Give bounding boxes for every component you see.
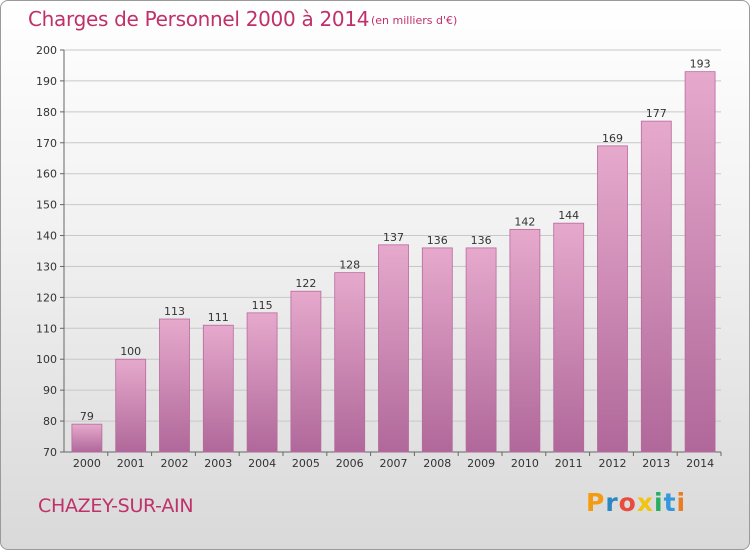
x-tick-label-2003: 2003: [204, 457, 232, 470]
y-tick-label: 90: [43, 384, 57, 397]
bar-2000: [71, 423, 103, 453]
bar-2001: [115, 358, 147, 453]
y-tick-label: 140: [36, 230, 57, 243]
x-tick-label-2009: 2009: [467, 457, 495, 470]
data-label-2000: 79: [80, 410, 94, 423]
x-tick-label-2013: 2013: [642, 457, 670, 470]
x-tick-label-2012: 2012: [599, 457, 627, 470]
x-tick-label-2000: 2000: [73, 457, 101, 470]
bar-2007: [378, 244, 409, 453]
data-label-2005: 122: [295, 277, 316, 290]
x-tick-label-2014: 2014: [686, 457, 714, 470]
bar-2012: [597, 145, 628, 453]
chart-title: Charges de Personnel 2000 à 2014: [28, 7, 370, 31]
town-name: CHAZEY-SUR-AIN: [38, 495, 194, 517]
bar-2010: [509, 228, 541, 453]
logo-letter: x: [636, 488, 654, 517]
logo-letter: i: [654, 488, 664, 517]
y-tick-label: 120: [36, 291, 57, 304]
logo-letter: o: [618, 488, 637, 517]
logo-letter: t: [663, 488, 677, 517]
y-tick-label: 180: [36, 106, 57, 119]
bar-2014: [684, 71, 716, 453]
y-tick-label: 130: [36, 260, 57, 273]
y-tick-label: 80: [43, 415, 57, 428]
bar-2009: [465, 247, 497, 453]
data-label-2014: 193: [690, 58, 711, 71]
bar-2006: [334, 272, 366, 453]
x-tick-label-2004: 2004: [248, 457, 276, 470]
data-label-2012: 169: [602, 132, 623, 145]
axes: 7080901001101201301401501601701801902002…: [36, 44, 722, 470]
data-label-2013: 177: [646, 107, 667, 120]
x-tick-label-2001: 2001: [117, 457, 145, 470]
y-tick-label: 150: [36, 199, 57, 212]
data-label-2006: 128: [339, 259, 360, 272]
y-tick-label: 190: [36, 75, 57, 88]
logo-letter: P: [586, 488, 606, 517]
x-tick-label-2008: 2008: [423, 457, 451, 470]
logo-letter: r: [605, 488, 619, 517]
data-label-2010: 142: [514, 215, 535, 228]
y-tick-label: 170: [36, 137, 57, 150]
bar-2011: [553, 222, 585, 453]
data-label-2003: 111: [208, 311, 229, 324]
bar-2008: [421, 247, 453, 453]
x-tick-label-2006: 2006: [336, 457, 364, 470]
bar-2013: [640, 120, 672, 453]
x-tick-label-2011: 2011: [555, 457, 583, 470]
y-tick-label: 70: [43, 446, 57, 459]
data-label-2011: 144: [558, 209, 579, 222]
bar-2003: [202, 324, 234, 453]
data-label-2002: 113: [164, 305, 185, 318]
x-tick-label-2002: 2002: [161, 457, 189, 470]
x-tick-label-2010: 2010: [511, 457, 539, 470]
y-tick-label: 160: [36, 168, 57, 181]
bars: 79 100 113 111 115 122 128 137 136 136 142 144 169 17…: [71, 58, 716, 453]
bar-2002: [159, 318, 190, 453]
y-tick-label: 110: [36, 322, 57, 335]
data-label-2008: 136: [427, 234, 448, 247]
logo-letter: i: [676, 488, 687, 517]
chart-subtitle: (en milliers d'€): [371, 14, 458, 27]
y-tick-label: 200: [36, 44, 57, 57]
proxiti-logo: Proxiti: [586, 488, 686, 517]
data-label-2007: 137: [383, 231, 404, 244]
y-tick-label: 100: [36, 353, 57, 366]
x-tick-label-2005: 2005: [292, 457, 320, 470]
data-label-2004: 115: [252, 299, 273, 312]
x-tick-label-2007: 2007: [380, 457, 408, 470]
bar-2004: [246, 312, 278, 453]
data-label-2001: 100: [120, 345, 141, 358]
bar-2005: [290, 290, 322, 453]
data-label-2009: 136: [471, 234, 492, 247]
